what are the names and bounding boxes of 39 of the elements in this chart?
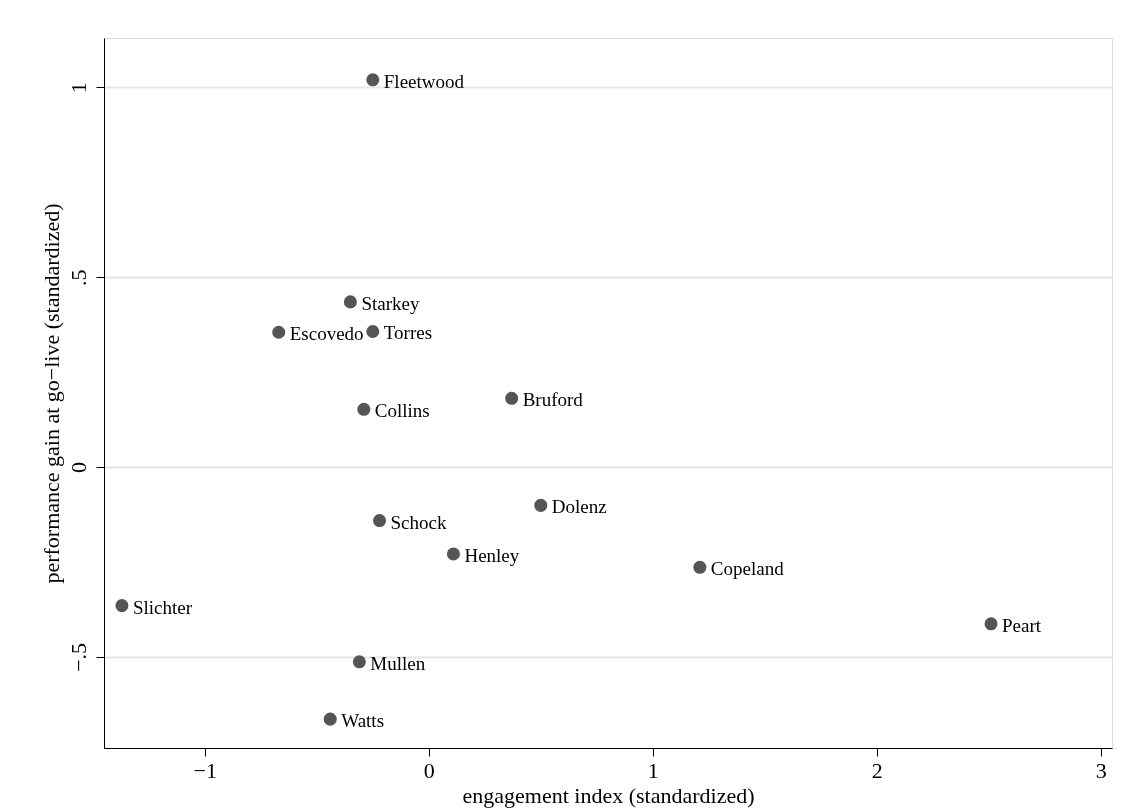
point	[505, 391, 519, 405]
annotation: Starkey	[361, 292, 420, 314]
point	[366, 73, 380, 87]
annotation: Watts	[341, 710, 385, 732]
annotation: Escovedo	[289, 323, 364, 345]
point	[446, 547, 460, 561]
point	[357, 402, 371, 416]
point	[693, 560, 707, 574]
annotation: Fleetwood	[383, 70, 465, 92]
point	[373, 514, 387, 528]
point	[984, 617, 998, 631]
annotation: Bruford	[522, 389, 584, 411]
x-axis-title: engagement index (standardized)	[462, 782, 755, 808]
y-tick-label: −.5	[65, 642, 91, 672]
annotation: Dolenz	[551, 496, 607, 518]
annotation: Henley	[464, 544, 520, 566]
y-tick-label: .5	[65, 269, 91, 286]
x-tick-label: 3	[1095, 757, 1107, 783]
point	[115, 599, 129, 613]
annotation: Mullen	[370, 652, 426, 674]
y-tick-label: 0	[65, 462, 91, 474]
x-tick-label: 0	[423, 757, 435, 783]
annotation: Collins	[374, 400, 430, 422]
x-tick-label: 2	[871, 757, 883, 783]
point	[323, 712, 337, 726]
x-tick-label: −1	[193, 757, 218, 783]
point	[534, 498, 548, 512]
point	[272, 325, 286, 339]
point	[352, 655, 366, 669]
annotation: Peart	[1002, 614, 1042, 636]
point	[366, 324, 380, 338]
x-tick-label: 1	[647, 757, 659, 783]
annotation: Schock	[390, 511, 447, 533]
y-tick-label: 1	[65, 82, 91, 94]
y-axis-title: performance gain at go−live (standardized)	[38, 203, 64, 584]
annotation: Slichter	[132, 596, 193, 618]
annotation: Copeland	[710, 558, 785, 580]
annotation: Torres	[383, 322, 433, 344]
point	[343, 295, 357, 309]
